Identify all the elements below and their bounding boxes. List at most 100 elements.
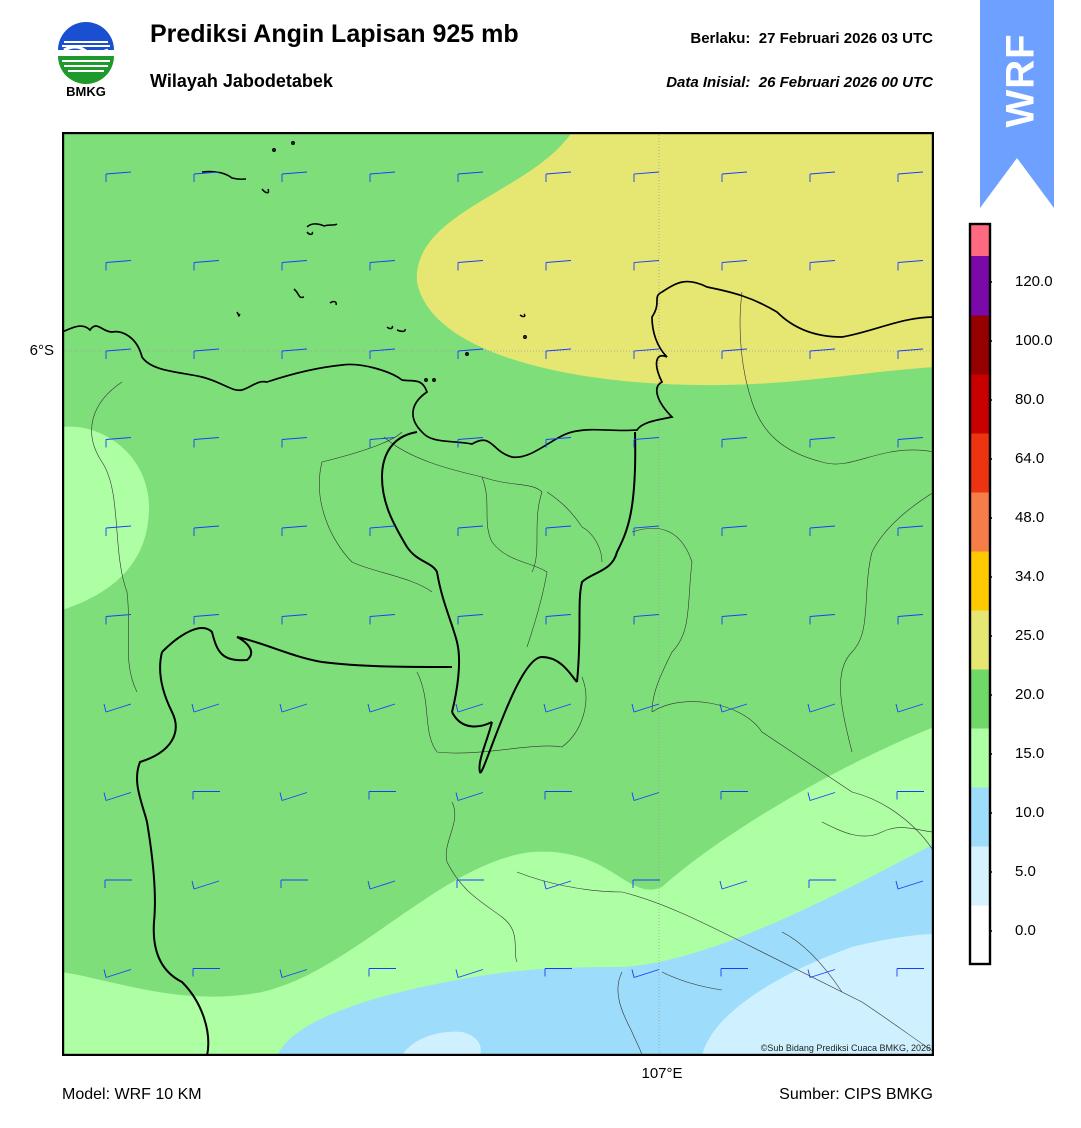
- wind-barb: [369, 260, 396, 271]
- wind-barb: [545, 525, 572, 536]
- colorbar-label: 20.0: [1015, 686, 1045, 703]
- logo-text: BMKG: [66, 84, 106, 99]
- wind-barb: [721, 260, 748, 271]
- wind-barb: [721, 614, 748, 625]
- wind-barb: [896, 968, 924, 977]
- wind-barb: [631, 792, 660, 801]
- wind-barb: [897, 171, 924, 182]
- wind-barb: [279, 703, 308, 713]
- wind-barb: [193, 525, 220, 536]
- wind-barb: [809, 348, 836, 359]
- wind-barb: [193, 260, 220, 271]
- valid-label: Berlaku:: [690, 30, 751, 47]
- wind-barb: [545, 437, 572, 448]
- wind-barb: [807, 969, 836, 978]
- wrf-badge-icon: [980, 0, 1054, 208]
- wind-zone-20-25: [416, 132, 934, 386]
- wind-barb: [545, 260, 572, 271]
- wind-zone-0-5-east: [702, 934, 934, 1056]
- wind-barb: [105, 171, 132, 182]
- wind-barb: [808, 879, 836, 888]
- wind-barb: [895, 703, 924, 713]
- wind-barb: [191, 703, 220, 713]
- wind-barb: [369, 437, 396, 448]
- wind-barb: [105, 525, 132, 536]
- wind-barb: [191, 880, 220, 890]
- wind-barb: [633, 614, 660, 625]
- wind-zone-0-5-south: [402, 1031, 481, 1056]
- model-info: Model: WRF 10 KM: [62, 1086, 202, 1103]
- wind-barb: [103, 969, 132, 978]
- wind-barb: [457, 614, 484, 625]
- colorbar-block: [970, 610, 990, 670]
- district-boundaries: [91, 291, 934, 1056]
- wind-zone-10-15-west: [62, 426, 150, 610]
- colorbar-top-block: [970, 224, 990, 256]
- colorbar-block: [970, 787, 990, 847]
- wind-barb: [895, 880, 924, 890]
- wind-barb: [897, 348, 924, 359]
- wind-barb: [457, 525, 484, 536]
- coastline: [62, 280, 934, 458]
- wrf-badge-text: WRF: [998, 32, 1043, 128]
- wind-barb: [457, 437, 484, 448]
- colorbar-block: [970, 492, 990, 552]
- wind-barb: [897, 614, 924, 625]
- colorbar-frame: [968, 222, 992, 966]
- wind-barb: [719, 703, 748, 713]
- colorbar-label: 120.0: [1015, 273, 1053, 290]
- colorbar-block: [970, 669, 990, 729]
- wind-barb: [896, 791, 924, 800]
- wind-barb: [720, 791, 748, 800]
- wind-barb: [103, 703, 132, 713]
- wind-barb: [281, 260, 308, 271]
- wind-barb: [545, 171, 572, 182]
- colorbar-label: 0.0: [1015, 922, 1036, 939]
- wind-barb: [809, 614, 836, 625]
- wind-barb: [809, 171, 836, 182]
- valid-time: Berlaku: 27 Februari 2026 03 UTC: [690, 30, 933, 47]
- wind-barb: [721, 525, 748, 536]
- init-label: Data Inisial:: [666, 74, 751, 91]
- wind-barb: [809, 437, 836, 448]
- wind-barb: [105, 260, 132, 271]
- wind-barb: [456, 879, 484, 888]
- wind-barb: [369, 348, 396, 359]
- wind-barb: [369, 171, 396, 182]
- wind-barb: [543, 703, 572, 713]
- copyright-text: ©Sub Bidang Prediksi Cuaca BMKG, 2026: [760, 1043, 931, 1053]
- wind-barb: [633, 171, 660, 182]
- wind-barb: [279, 969, 308, 978]
- colorbar: [968, 222, 992, 966]
- wind-barb: [719, 880, 748, 890]
- wind-barb: [631, 703, 660, 713]
- wind-barb: [809, 525, 836, 536]
- init-value: 26 Februari 2026 00 UTC: [758, 74, 933, 91]
- wind-barb: [193, 614, 220, 625]
- wind-barb: [457, 348, 484, 359]
- wind-barb: [631, 969, 660, 978]
- wind-barb: [105, 437, 132, 448]
- wind-barb: [807, 703, 836, 713]
- wind-barb: [279, 792, 308, 801]
- wind-barb: [720, 968, 748, 977]
- wind-barb: [367, 703, 396, 713]
- wind-barb: [192, 791, 220, 800]
- wind-barb: [544, 968, 572, 977]
- wind-barb: [281, 348, 308, 359]
- wind-barb: [280, 879, 308, 888]
- colorbar-block: [970, 315, 990, 375]
- wind-barb: [455, 969, 484, 978]
- islands: [201, 141, 527, 382]
- wind-barb: [103, 792, 132, 801]
- colorbar-block: [970, 905, 990, 965]
- wind-barb: [104, 879, 132, 888]
- wind-barb: [105, 348, 132, 359]
- wind-barb: [545, 614, 572, 625]
- wind-barb: [632, 879, 660, 888]
- wind-barb: [367, 880, 396, 890]
- colorbar-block: [970, 846, 990, 906]
- init-time: Data Inisial: 26 Februari 2026 00 UTC: [666, 74, 933, 91]
- colorbar-label: 48.0: [1015, 509, 1045, 526]
- wind-barbs: [103, 171, 924, 978]
